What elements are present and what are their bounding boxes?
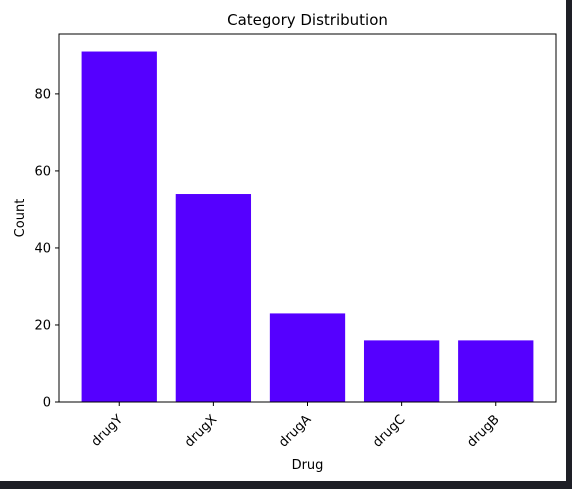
- bar-drugB: [458, 340, 534, 402]
- y-axis-ticks: 0 20 40 60 80: [34, 87, 59, 411]
- figure: Category Distribution 0 20 40 60 80 drugY dru…: [0, 0, 566, 481]
- bar-drugA: [269, 313, 346, 402]
- y-tick-label: 0: [43, 396, 51, 411]
- x-tick-label: drugX: [182, 412, 220, 450]
- bar-drugX: [175, 194, 252, 402]
- x-tick-label: drugC: [370, 412, 408, 450]
- y-axis-label: Count: [13, 199, 28, 238]
- x-tick-label: drugA: [276, 412, 314, 450]
- y-tick-label: 20: [34, 318, 51, 333]
- bar-drugY: [81, 51, 157, 403]
- plot-frame: [58, 33, 557, 403]
- y-tick-label: 80: [34, 87, 51, 102]
- x-axis-ticks: drugY drugX drugA drugC drugB: [89, 402, 503, 451]
- x-tick-label: drugB: [464, 412, 502, 450]
- bar-drugC: [363, 340, 440, 402]
- x-tick-label: drugY: [89, 412, 127, 450]
- x-axis-label: Drug: [292, 458, 324, 473]
- y-tick-label: 40: [34, 241, 51, 256]
- bars: [81, 51, 534, 403]
- chart-title: Category Distribution: [227, 11, 388, 29]
- y-tick-label: 60: [34, 164, 51, 179]
